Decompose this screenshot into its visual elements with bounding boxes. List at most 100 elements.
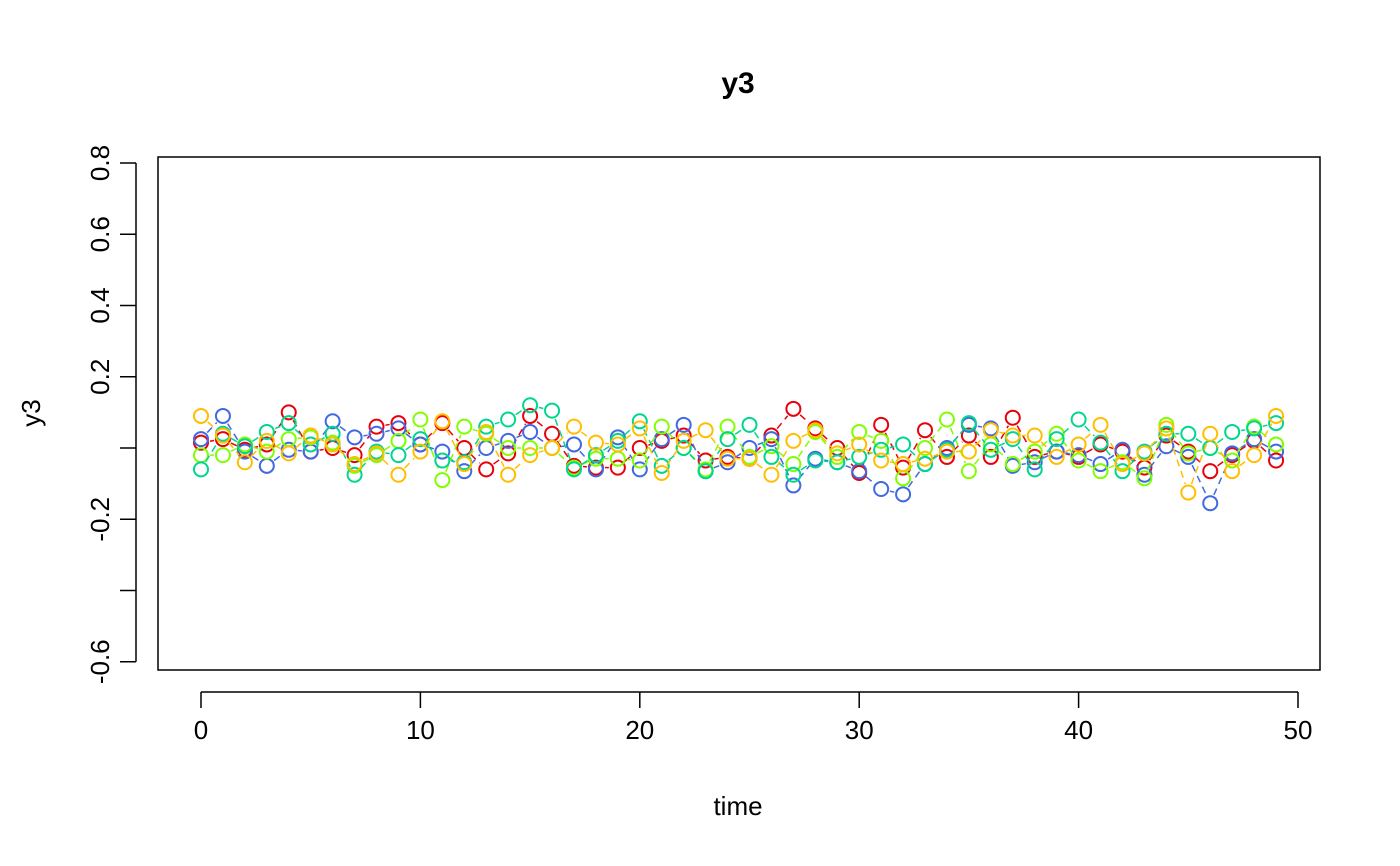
data-point [434,413,451,430]
series-line-segment [338,449,349,459]
series-line-segment [1260,446,1270,456]
data-point [258,443,275,460]
data-point [982,448,999,465]
series-line-segment [206,421,218,434]
series-line-segment [536,421,546,429]
series-line-segment [689,441,701,455]
series-line-segment [1217,436,1226,444]
series-line-segment [360,457,371,469]
series-line-segment [1239,459,1248,467]
series-line-segment [1195,438,1204,444]
series-line-segment [624,433,633,440]
data-point [412,411,429,428]
data-point [982,422,999,439]
series-line-segment [1084,425,1095,437]
data-point [236,438,253,455]
data-point [631,440,648,456]
x-tick-label: 10 [406,715,435,745]
series-line-segment [866,449,875,456]
data-point [478,423,495,440]
series-line-segment [468,438,482,458]
y-axis-label: y3 [16,399,46,426]
series-line-segment [426,428,437,439]
series-line-segment [205,441,219,463]
data-point [587,434,604,451]
data-point [1136,445,1153,462]
data-point [851,423,868,440]
series-line-segment [734,429,743,435]
data-point [741,450,758,467]
data-point [960,415,977,432]
data-point [631,461,648,478]
series-line-segment [250,446,261,457]
series-line-segment [558,453,568,463]
data-point [412,443,429,460]
data-point [653,457,670,474]
data-point [1180,425,1197,442]
data-point [895,436,912,453]
series-line-segment [362,456,369,461]
data-point [917,440,934,456]
series-line-segment [426,444,437,455]
data-point [960,443,977,460]
series-line-segment [1191,464,1208,496]
series-line-segment [1262,424,1268,428]
data-point [763,431,780,448]
data-point [434,472,451,489]
data-point [522,447,539,464]
series-line-segment [799,414,810,423]
series-line-segment [385,423,390,426]
series-line-segment [1240,429,1246,432]
series-line-segment [974,429,986,444]
series-line-segment [404,428,415,439]
data-point [346,466,363,483]
series-line-segment [800,464,809,471]
data-point [1048,425,1065,442]
data-point [258,432,275,449]
data-point [1158,425,1175,442]
series-line-segment [710,436,723,453]
series-line-segment [1064,448,1072,454]
data-point [478,461,495,478]
data-point [1246,420,1263,437]
data-point [938,448,955,465]
data-point [193,407,209,424]
series-line-segment [666,447,680,466]
data-point [763,466,780,483]
data-point [302,427,319,444]
data-point [697,463,714,480]
series-line-segment [318,437,325,442]
series-line-segment [845,447,852,451]
data-point [258,423,275,440]
series-line-segment [952,429,964,444]
series-line-segment [907,470,921,488]
data-point [917,450,934,467]
series-line-segment [820,436,832,448]
data-point [1268,436,1285,453]
series-line-segment [977,425,983,428]
series-line-segment [845,464,852,469]
series-line-segment [294,428,305,439]
series-1 [193,400,1285,481]
data-point [763,448,780,465]
series-line-segment [1040,441,1051,452]
data-point [302,436,319,453]
data-point [522,440,539,456]
chart-title: y3 [721,67,754,100]
data-point [960,427,977,444]
data-point [434,443,451,460]
y-tick-label: 0.4 [85,287,115,323]
data-point [851,436,868,453]
data-point [675,432,692,449]
series-line-segment [1017,445,1031,463]
series-line-segment [554,418,572,462]
data-point [917,422,934,439]
series-line-segment [362,458,369,463]
series-line-segment [493,458,502,465]
data-point [1048,448,1065,465]
series-line-segment [1129,466,1138,474]
data-point [741,416,758,433]
series-line-segment [1129,456,1138,463]
series-line-segment [820,438,832,451]
data-point [1026,427,1043,444]
